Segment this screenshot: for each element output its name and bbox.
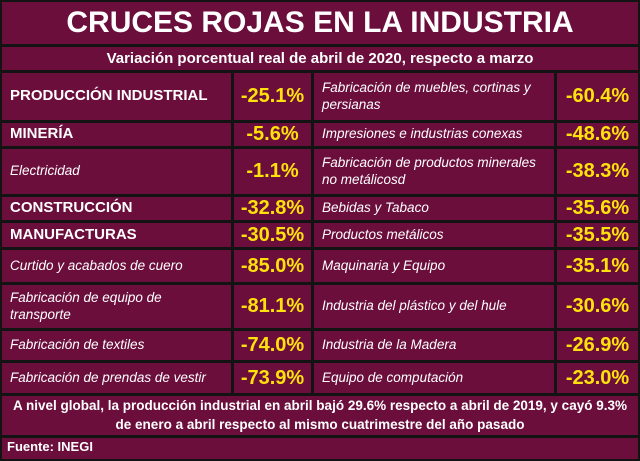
label-productos-metalicos: Productos metálicos: [314, 223, 554, 247]
value-mineria: -5.6%: [234, 123, 311, 146]
value-construccion: -32.8%: [234, 197, 311, 220]
value-maquinaria-equipo: -35.1%: [557, 250, 638, 282]
label-curtido-cuero: Curtido y acabados de cuero: [2, 250, 231, 282]
label-prendas-vestir: Fabricación de prendas de vestir: [2, 363, 231, 393]
value-industria-madera: -26.9%: [557, 331, 638, 360]
global-footnote: A nivel global, la producción industrial…: [2, 396, 638, 435]
label-maquinaria-equipo: Maquinaria y Equipo: [314, 250, 554, 282]
label-construccion: CONSTRUCCIÓN: [2, 197, 231, 220]
value-minerales-no-metalicos: -38.3%: [557, 149, 638, 194]
label-plastico-hule: Industria del plástico y del hule: [314, 285, 554, 328]
value-bebidas-tabaco: -35.6%: [557, 197, 638, 220]
label-equipo-computacion: Equipo de computación: [314, 363, 554, 393]
label-impresiones-conexas: Impresiones e industrias conexas: [314, 123, 554, 146]
label-electricidad: Electricidad: [2, 149, 231, 194]
page-subtitle: Variación porcentual real de abril de 20…: [2, 47, 638, 70]
value-equipo-transporte: -81.1%: [234, 285, 311, 328]
value-electricidad: -1.1%: [234, 149, 311, 194]
label-industria-madera: Industria de la Madera: [314, 331, 554, 360]
label-mineria: MINERÍA: [2, 123, 231, 146]
value-prendas-vestir: -73.9%: [234, 363, 311, 393]
page-title: CRUCES ROJAS EN LA INDUSTRIA: [2, 2, 638, 44]
label-produccion-industrial: PRODUCCIÓN INDUSTRIAL: [2, 73, 231, 120]
value-plastico-hule: -30.6%: [557, 285, 638, 328]
value-curtido-cuero: -85.0%: [234, 250, 311, 282]
value-muebles-cortinas-persianas: -60.4%: [557, 73, 638, 120]
value-manufacturas: -30.5%: [234, 223, 311, 247]
label-bebidas-tabaco: Bebidas y Tabaco: [314, 197, 554, 220]
value-equipo-computacion: -23.0%: [557, 363, 638, 393]
value-produccion-industrial: -25.1%: [234, 73, 311, 120]
value-textiles: -74.0%: [234, 331, 311, 360]
label-muebles-cortinas-persianas: Fabricación de muebles, cortinas y persi…: [314, 73, 554, 120]
value-productos-metalicos: -35.5%: [557, 223, 638, 247]
label-textiles: Fabricación de textiles: [2, 331, 231, 360]
value-impresiones-conexas: -48.6%: [557, 123, 638, 146]
source-credit: Fuente: INEGI: [2, 438, 638, 459]
label-manufacturas: MANUFACTURAS: [2, 223, 231, 247]
label-minerales-no-metalicos: Fabricación de productos minerales no me…: [314, 149, 554, 194]
label-equipo-transporte: Fabricación de equipo de transporte: [2, 285, 231, 328]
